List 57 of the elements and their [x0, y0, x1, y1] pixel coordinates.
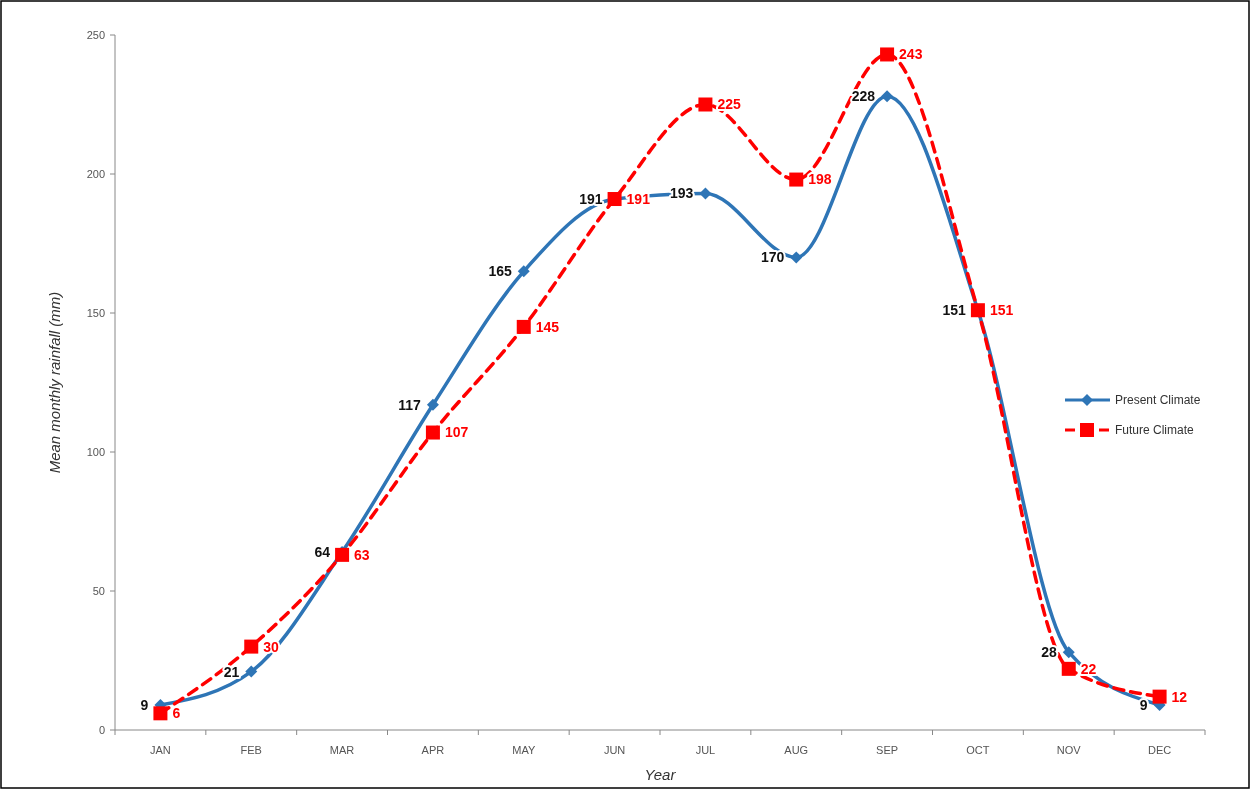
- data-label: 170: [760, 249, 785, 266]
- point: [153, 706, 168, 721]
- y-tick-label: 250: [86, 28, 105, 41]
- point: [880, 47, 895, 62]
- point: [790, 251, 803, 264]
- data-label: 9: [1139, 696, 1148, 713]
- data-label: 151: [989, 302, 1014, 319]
- data-label: 228: [851, 88, 876, 105]
- data-label: 21: [223, 663, 240, 680]
- point: [244, 639, 259, 654]
- point: [516, 319, 531, 334]
- data-label: 63: [354, 546, 370, 563]
- y-tick-label: 100: [86, 445, 105, 458]
- data-label: 107: [444, 424, 469, 441]
- data-label: 198: [808, 171, 832, 188]
- point: [1062, 646, 1075, 659]
- data-label: 28: [1041, 644, 1057, 661]
- x-tick-label: APR: [421, 744, 445, 756]
- data-label: 225: [717, 96, 741, 113]
- y-tick-label: 200: [86, 167, 105, 180]
- y-tick-label: 50: [92, 584, 105, 597]
- y-tick-label: 0: [98, 723, 105, 736]
- point: [698, 97, 713, 112]
- data-label: 6: [172, 705, 181, 722]
- x-axis-title: Year: [644, 766, 677, 783]
- point: [1152, 689, 1167, 704]
- data-label: 165: [488, 263, 512, 280]
- point: [881, 90, 894, 103]
- data-label: 117: [398, 396, 422, 413]
- point: [426, 398, 439, 411]
- data-label: 145: [535, 318, 560, 335]
- data-label: 9: [140, 696, 149, 713]
- data-label: 191: [579, 190, 603, 207]
- legend-label: Present Climate: [1115, 393, 1201, 408]
- data-label: 151: [942, 302, 967, 319]
- point: [425, 425, 440, 440]
- point: [789, 172, 804, 187]
- x-tick-label: MAR: [329, 744, 355, 756]
- point: [245, 665, 258, 678]
- x-tick-label: JUN: [603, 744, 626, 756]
- x-tick-label: JUL: [695, 744, 716, 756]
- legend-label: Future Climate: [1115, 423, 1195, 438]
- data-label: 64: [314, 543, 331, 560]
- point: [1061, 661, 1076, 676]
- x-tick-label: DEC: [1147, 744, 1172, 756]
- x-tick-label: FEB: [240, 744, 262, 756]
- point: [517, 265, 530, 278]
- data-label: 12: [1171, 688, 1188, 705]
- x-tick-label: AUG: [784, 744, 809, 756]
- x-tick-label: NOV: [1056, 744, 1082, 756]
- y-tick-label: 150: [86, 306, 105, 319]
- data-label: 243: [899, 46, 923, 63]
- x-tick-label: OCT: [966, 744, 990, 756]
- y-axis-title: Mean monthly rainfall (mm): [46, 291, 63, 474]
- x-tick-label: JAN: [150, 744, 171, 756]
- x-tick-label: MAY: [512, 744, 536, 756]
- x-tick-label: SEP: [876, 744, 899, 756]
